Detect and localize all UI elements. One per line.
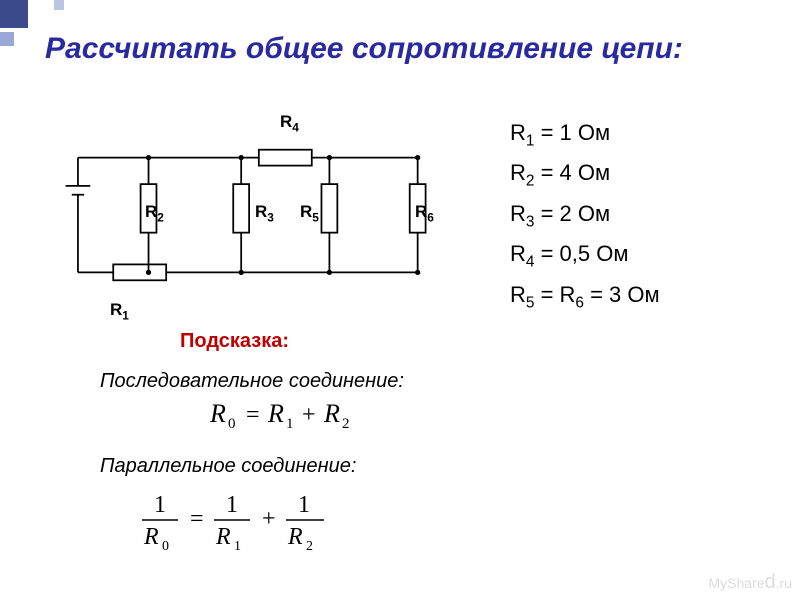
given-row: R1 = 1 Ом	[510, 120, 660, 150]
parallel-formula: 1 R 0 = 1 R 1 + 1 R 2	[140, 490, 400, 560]
svg-text:2: 2	[306, 539, 313, 554]
svg-text:0: 0	[162, 539, 169, 554]
given-row: R5 = R6 = 3 Ом	[510, 282, 660, 312]
given-row: R3 = 2 Ом	[510, 201, 660, 231]
resistor-label-R6: R6	[415, 202, 434, 224]
svg-text:1: 1	[226, 492, 238, 518]
watermark: MyShared.ru	[709, 571, 793, 594]
svg-text:=: =	[190, 506, 204, 532]
svg-text:1: 1	[298, 492, 310, 518]
decor-sq	[54, 0, 64, 10]
page-title: Рассчитать общее сопротивление цепи:	[45, 32, 683, 66]
svg-text:=: =	[246, 402, 260, 428]
svg-text:+: +	[262, 506, 276, 532]
parallel-connection-label: Параллельное соединение:	[100, 455, 356, 478]
resistor-label-R3: R3	[255, 202, 274, 224]
resistor-label-R2: R2	[145, 202, 164, 224]
svg-text:2: 2	[342, 416, 350, 432]
given-row: R2 = 4 Ом	[510, 160, 660, 190]
svg-text:0: 0	[228, 416, 236, 432]
series-formula: R 0 = R 1 + R 2	[210, 400, 410, 434]
given-values: R1 = 1 Ом R2 = 4 Ом R3 = 2 Ом R4 = 0,5 Ом R5…	[510, 120, 660, 322]
svg-text:R: R	[287, 524, 303, 550]
resistor-label-R4: R4	[280, 112, 299, 134]
series-connection-label: Последовательное соединение:	[100, 370, 404, 393]
svg-text:R: R	[210, 400, 226, 428]
decor-sq	[0, 0, 28, 28]
hint-title: Подсказка:	[180, 330, 289, 353]
decor-sq	[0, 32, 14, 46]
svg-text:R: R	[215, 524, 231, 550]
svg-text:1: 1	[286, 416, 294, 432]
circuit-diagram	[40, 140, 460, 290]
svg-text:+: +	[302, 402, 316, 428]
svg-text:1: 1	[234, 539, 241, 554]
resistor-label-R5: R5	[300, 202, 319, 224]
given-row: R4 = 0,5 Ом	[510, 241, 660, 271]
svg-text:1: 1	[154, 492, 166, 518]
svg-text:R: R	[143, 524, 159, 550]
svg-text:R: R	[323, 400, 340, 428]
svg-text:R: R	[267, 400, 284, 428]
resistor-label-R1: R1	[110, 300, 129, 322]
